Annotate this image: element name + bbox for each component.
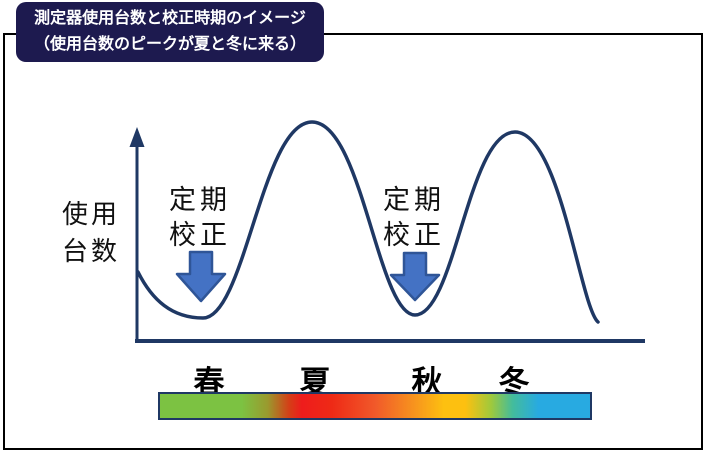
calibration-down-arrow-icon [175,250,227,303]
title-line-1: 測定器使用台数と校正時期のイメージ [34,10,306,27]
calibration-down-arrow-icon [389,251,441,302]
y-axis-label: 使用 台数 [62,200,121,266]
calibration-annotation-spring: 定期 校正 [169,185,231,250]
calibration-annotation-autumn: 定期 校正 [383,185,445,250]
content-frame [3,33,703,450]
title-line-2: （使用台数のピークが夏と冬に来る） [33,36,306,53]
y-axis-arrowhead-icon [129,127,145,147]
season-gradient-bar [158,392,592,420]
title-box: 測定器使用台数と校正時期のイメージ （使用台数のピークが夏と冬に来る） [16,2,324,62]
usage-count-curve [136,120,600,324]
